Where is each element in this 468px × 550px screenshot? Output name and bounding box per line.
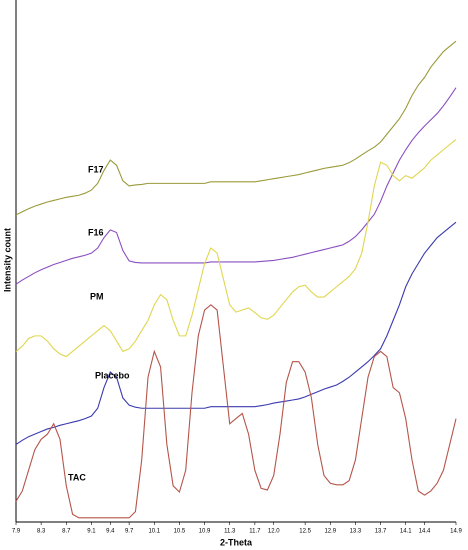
x-tick-label: 12.9 [324,529,336,535]
x-tick-label: 9.1 [87,529,96,535]
series-line [15,221,457,445]
x-tick-label: 13.3 [350,529,362,535]
y-axis-label: Intensity count [2,228,12,292]
x-tick-label: 10.5 [174,529,186,535]
x-tick-label: 9.7 [125,529,134,535]
x-axis-label: 2-Theta [220,537,253,547]
x-tick-label: 10.1 [148,529,160,535]
x-tick-label: 8.7 [62,529,71,535]
x-tick-label: 8.3 [37,529,46,535]
x-tick-label: 10.9 [199,529,211,535]
series-label: Placebo [95,370,130,380]
x-tick-label: 11.3 [224,529,236,535]
x-tick-label: 14.1 [400,529,412,535]
series-label: F16 [88,227,104,237]
series-line [15,40,457,216]
series-label: F17 [88,164,104,174]
series-line [15,138,457,358]
series-label: TAC [68,472,86,482]
x-tick-label: 12.5 [299,529,311,535]
x-tick-label: 14.9 [450,529,462,535]
series-line [15,87,457,285]
x-tick-label: 13.7 [375,529,387,535]
x-tick-label: 11.7 [249,529,261,535]
series-label: PM [90,291,104,301]
series-line [15,304,457,519]
x-tick-label: 7.9 [12,529,21,535]
x-tick-label: 12.0 [268,529,280,535]
x-tick-label: 14.4 [419,529,431,535]
x-tick-label: 9.4 [106,529,115,535]
